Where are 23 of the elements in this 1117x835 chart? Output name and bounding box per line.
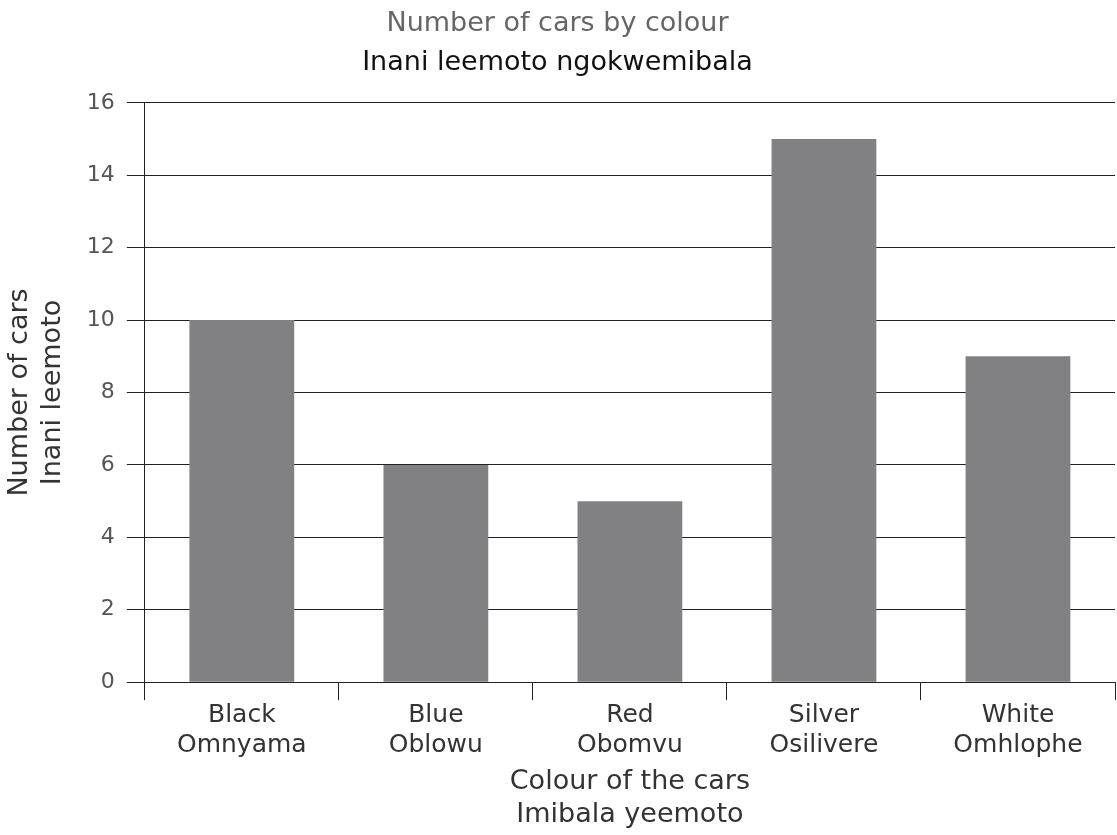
y-tick-label: 2: [100, 595, 115, 621]
y-tick-label: 10: [86, 305, 115, 331]
y-tick-label: 8: [100, 378, 115, 404]
y-tick-label: 12: [86, 233, 115, 259]
x-axis-title: Colour of the cars Imibala yeemoto: [509, 764, 751, 828]
bar: [383, 464, 489, 682]
x-tick-label: Blue Oblowu: [388, 698, 483, 758]
y-axis-title: Number of cars Inani leemoto: [2, 288, 66, 497]
x-tick-label: Black Omnyama: [176, 698, 307, 758]
y-tick-label: 6: [100, 450, 115, 476]
bar: [771, 139, 877, 682]
y-tick-label: 16: [86, 88, 115, 114]
bar: [577, 501, 683, 682]
x-tick-label: White Omhlophe: [953, 698, 1083, 758]
chart-subtitle: Inani leemoto ngokwemibala: [362, 44, 753, 76]
chart-title: Number of cars by colour: [386, 6, 730, 38]
bar: [965, 356, 1071, 682]
y-tick-label: 4: [100, 523, 115, 549]
x-tick-label: Red Obomvu: [576, 698, 683, 758]
y-tick-label: 0: [100, 667, 115, 693]
y-tick-label: 14: [86, 160, 115, 186]
x-tick-label: Silver Osilivere: [769, 698, 879, 758]
bar: [189, 320, 295, 682]
